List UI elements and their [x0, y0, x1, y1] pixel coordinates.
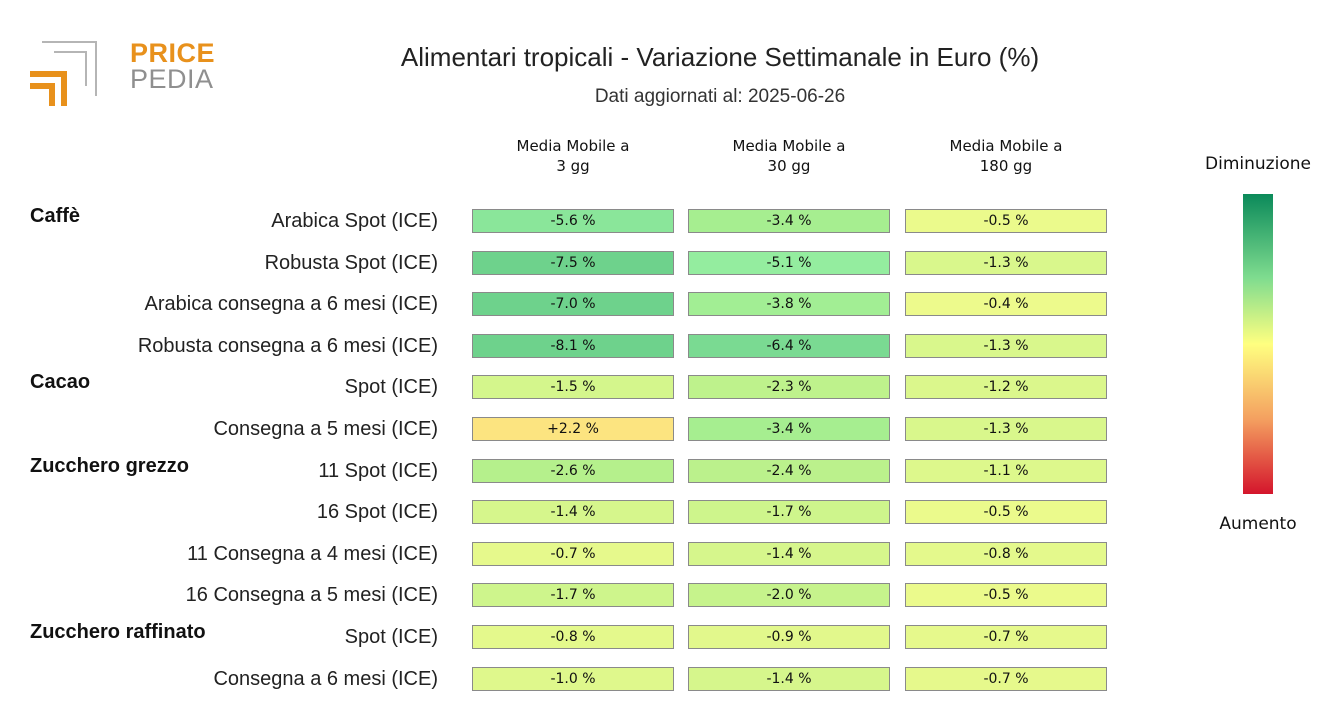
- heatmap-cell: -1.0 %: [472, 666, 674, 691]
- heatmap-cell: -3.4 %: [688, 209, 890, 233]
- heatmap-cell: -0.8 %: [472, 625, 674, 649]
- heatmap-cell: -0.5 %: [905, 209, 1107, 233]
- heatmap-cell: -5.1 %: [688, 250, 890, 275]
- heatmap-cell: -5.6 %: [472, 209, 674, 233]
- row-label: Arabica Spot (ICE): [271, 210, 438, 232]
- row-label: 16 Spot (ICE): [316, 501, 438, 524]
- column-header-line1: Media Mobile a: [516, 137, 630, 155]
- heatmap-cell: -1.1 %: [905, 458, 1107, 483]
- logo-mark-icon: [30, 41, 97, 106]
- row-label: 11 Consegna a 4 mesi (ICE): [187, 542, 438, 565]
- row-label: Consegna a 5 mesi (ICE): [213, 418, 438, 440]
- heatmap-cell: -0.4 %: [905, 292, 1107, 317]
- heatmap-cell: -2.3 %: [688, 375, 890, 400]
- column-header: Media Mobile a 30 gg: [688, 136, 890, 176]
- group-label: Zucchero grezzo: [30, 454, 189, 477]
- heatmap-cell: -2.6 %: [472, 458, 674, 483]
- column-header-line2: 180 gg: [979, 157, 1033, 175]
- heatmap-cell: -1.5 %: [472, 375, 674, 400]
- chart-title: Alimentari tropicali - Variazione Settim…: [400, 42, 1040, 72]
- heatmap-cell: -1.2 %: [905, 375, 1107, 400]
- heatmap-cell: -1.7 %: [472, 583, 674, 608]
- column-header-line1: Media Mobile a: [732, 137, 846, 155]
- legend-bottom-label: Aumento: [1219, 514, 1297, 534]
- heatmap-cell: -2.0 %: [688, 583, 890, 608]
- heatmap-cell: -7.0 %: [472, 292, 674, 317]
- heatmap-cell: -1.3 %: [905, 333, 1107, 358]
- heatmap-cell: -0.8 %: [905, 541, 1107, 566]
- heatmap-cell: -7.5 %: [472, 250, 674, 275]
- heatmap-cell: -3.8 %: [688, 292, 890, 317]
- logo-word-price: PRICE: [130, 38, 216, 68]
- heatmap-cell: -0.5 %: [905, 583, 1107, 608]
- column-header-line1: Media Mobile a: [949, 137, 1063, 155]
- heatmap-cell: -3.4 %: [688, 417, 890, 441]
- heatmap-cell: -1.4 %: [688, 666, 890, 691]
- heatmap-cell: -1.4 %: [472, 500, 674, 525]
- group-label: Zucchero raffinato: [30, 621, 206, 643]
- heatmap-cell: -6.4 %: [688, 333, 890, 358]
- row-label: Consegna a 6 mesi (ICE): [213, 667, 438, 690]
- heatmap-cell: -2.4 %: [688, 458, 890, 483]
- column-header-line2: 30 gg: [767, 157, 811, 175]
- group-label: Caffè: [30, 205, 81, 227]
- group-label: Cacao: [30, 371, 91, 394]
- heatmap-cell: +2.2 %: [472, 417, 674, 441]
- heatmap-cell: -0.7 %: [905, 625, 1107, 649]
- heatmap-cell: -1.3 %: [905, 250, 1107, 275]
- chart-subtitle: Dati aggiornati al: 2025-06-26: [594, 86, 846, 107]
- pricepedia-logo: PRICE PEDIA: [28, 36, 215, 108]
- column-header: Media Mobile a 180 gg: [905, 136, 1107, 176]
- row-label: 16 Consegna a 5 mesi (ICE): [185, 584, 438, 607]
- row-label: 11 Spot (ICE): [318, 459, 438, 482]
- heatmap-cell: -1.3 %: [905, 417, 1107, 441]
- row-label: Robusta consegna a 6 mesi (ICE): [137, 334, 438, 357]
- heatmap-cell: -0.9 %: [688, 625, 890, 649]
- column-header: Media Mobile a 3 gg: [472, 136, 674, 176]
- row-label: Robusta Spot (ICE): [264, 251, 438, 274]
- row-label: Spot (ICE): [344, 376, 438, 399]
- legend-top-label: Diminuzione: [1205, 154, 1311, 174]
- heatmap-cell: -0.5 %: [905, 500, 1107, 525]
- row-label: Spot (ICE): [344, 626, 438, 648]
- column-header-line2: 3 gg: [556, 157, 590, 175]
- heatmap-cell: -8.1 %: [472, 333, 674, 358]
- heatmap-cell: -0.7 %: [472, 541, 674, 566]
- heatmap-cell: -0.7 %: [905, 666, 1107, 691]
- legend-color-scale: [1243, 194, 1273, 494]
- logo-word-pedia: PEDIA: [130, 64, 214, 94]
- row-label: Arabica consegna a 6 mesi (ICE): [144, 293, 438, 316]
- heatmap-cell: -1.4 %: [688, 541, 890, 566]
- heatmap-cell: -1.7 %: [688, 500, 890, 525]
